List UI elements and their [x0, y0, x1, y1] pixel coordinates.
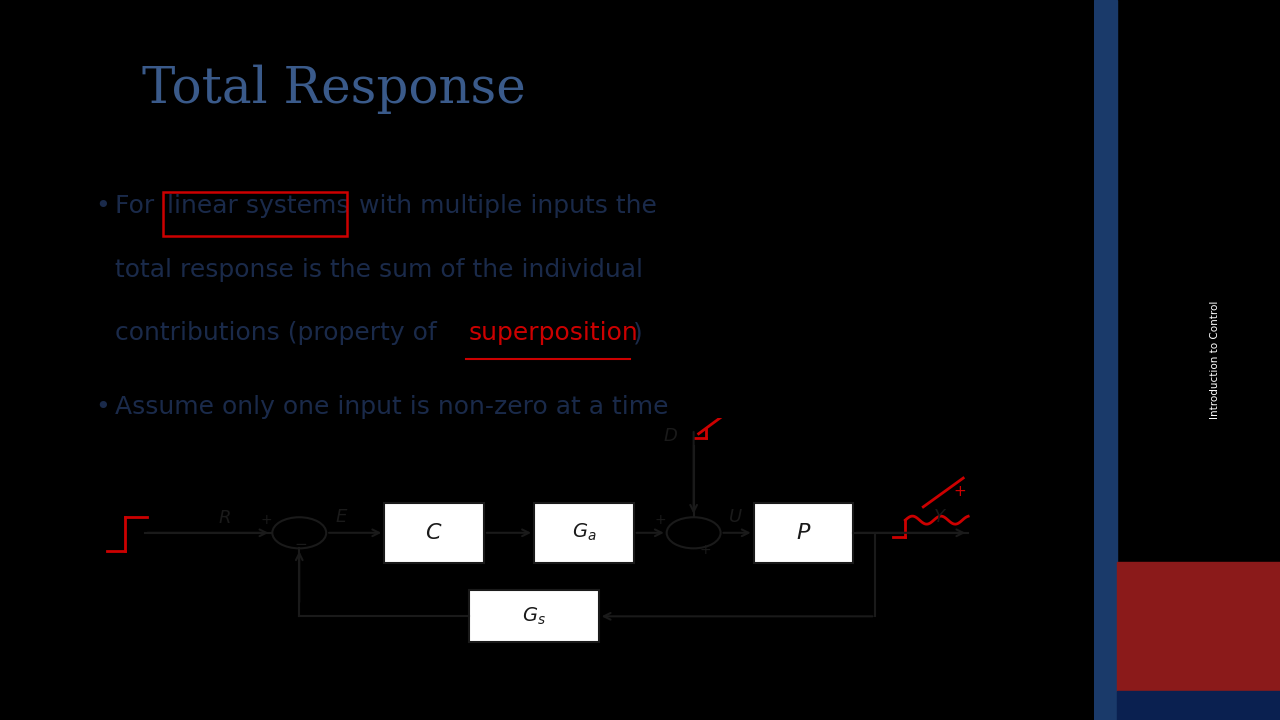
Bar [468, 590, 599, 642]
Text: Introduction to Control: Introduction to Control [1210, 301, 1220, 419]
Text: For: For [115, 194, 163, 218]
Text: •: • [95, 395, 110, 418]
Text: $U$: $U$ [728, 508, 742, 526]
Text: $R$: $R$ [218, 509, 230, 527]
Text: $Y$: $Y$ [933, 508, 947, 526]
Bar [1116, 691, 1280, 720]
Text: +: + [700, 543, 712, 557]
Text: total response is the sum of the individual: total response is the sum of the individ… [115, 258, 643, 282]
Text: Total Response: Total Response [142, 65, 526, 114]
Text: +: + [655, 513, 667, 527]
Text: $C$: $C$ [425, 523, 443, 543]
Text: with multiple inputs the: with multiple inputs the [351, 194, 657, 218]
Text: linear systems: linear systems [168, 194, 349, 218]
Text: ): ) [632, 321, 643, 345]
Text: $E$: $E$ [334, 508, 348, 526]
Bar [163, 192, 347, 236]
Text: +: + [954, 484, 966, 499]
Text: $G_a$: $G_a$ [572, 522, 596, 544]
Text: $D$: $D$ [663, 427, 678, 445]
Text: superposition: superposition [468, 321, 639, 345]
Text: $P$: $P$ [796, 523, 812, 543]
Text: Assume only one input is non-zero at a time: Assume only one input is non-zero at a t… [115, 395, 668, 418]
Text: •: • [95, 194, 110, 218]
Text: $G_s$: $G_s$ [522, 606, 545, 627]
Bar [1116, 562, 1280, 691]
Bar [1094, 0, 1116, 720]
Text: +: + [261, 513, 273, 527]
Text: contributions (property of: contributions (property of [115, 321, 444, 345]
Text: −: − [294, 537, 307, 552]
Bar [534, 503, 634, 563]
Bar [754, 503, 854, 563]
Bar [384, 503, 484, 563]
